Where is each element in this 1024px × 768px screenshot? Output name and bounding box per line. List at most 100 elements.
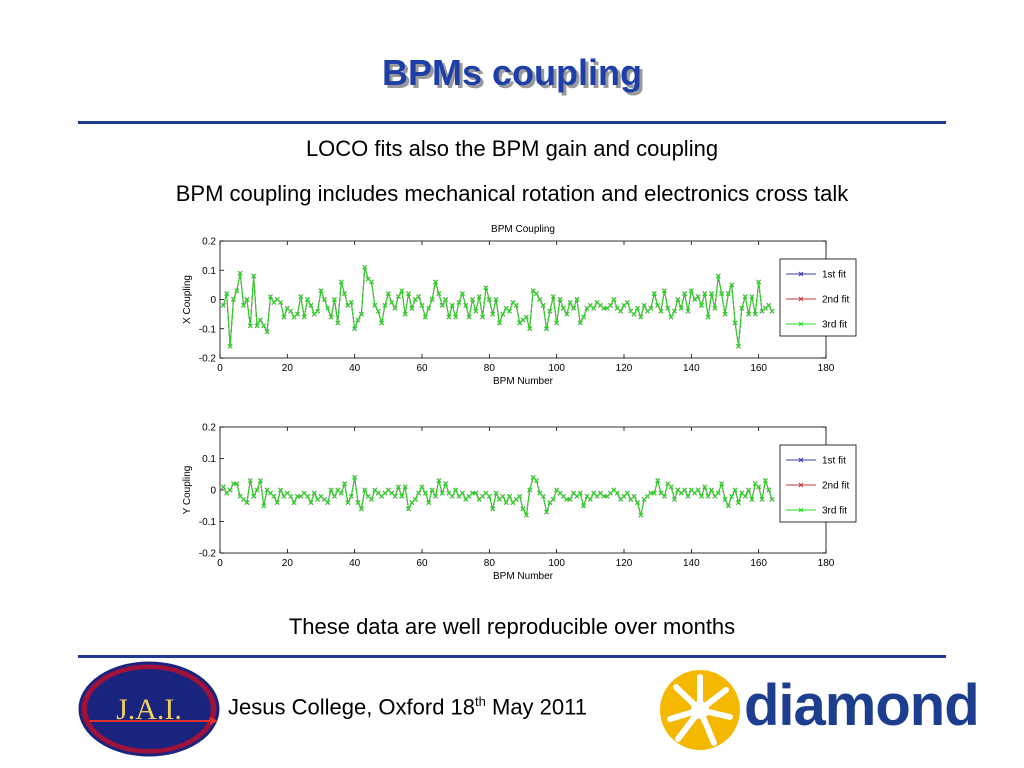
chart2-series-3-point bbox=[742, 493, 748, 499]
chart2-series-3-point bbox=[416, 490, 421, 496]
chart2-series-3-point bbox=[423, 490, 428, 496]
chart1-series-3-point bbox=[480, 314, 485, 320]
chart1-series-3-point bbox=[746, 311, 751, 317]
chart1-series-3-point bbox=[490, 311, 496, 317]
chart2-series-3-point bbox=[251, 493, 257, 499]
chart1-series-3-point bbox=[685, 308, 691, 314]
chart1-series-3-point bbox=[554, 320, 560, 326]
chart1-series-3-point bbox=[251, 273, 257, 279]
bottom-note: These data are well reproducible over mo… bbox=[288, 614, 736, 639]
chart2-series-3-point bbox=[436, 478, 442, 483]
chart1-series-3-point bbox=[742, 294, 748, 299]
chart2-series-3-point bbox=[426, 500, 432, 505]
chart1-xtick-label: 0 bbox=[217, 363, 223, 374]
chart2-ytick-label: 0 bbox=[210, 486, 216, 497]
footer-post: May 2011 bbox=[485, 694, 587, 720]
chart2-series-3-point bbox=[682, 487, 687, 493]
chart1-plot-area bbox=[219, 240, 827, 359]
chart2-series-3-point bbox=[439, 490, 445, 496]
chart1-series-3-point bbox=[665, 305, 671, 311]
chart2-series-3-point bbox=[244, 500, 250, 505]
chart2-series-3-point bbox=[517, 493, 522, 499]
chart1-series-3-point bbox=[379, 320, 384, 326]
chart1-series-3-point bbox=[268, 294, 273, 299]
chart1-series-3-point bbox=[460, 291, 465, 297]
chart2-series-3-point bbox=[443, 481, 448, 487]
chart1-series-3-point bbox=[308, 302, 314, 308]
chart2-plot-area bbox=[219, 426, 827, 554]
chart1-series-3-point bbox=[433, 279, 438, 285]
chart2-series-3-point bbox=[709, 487, 714, 493]
chart1-series-3-point bbox=[288, 308, 294, 314]
chart1-title: BPM Coupling bbox=[491, 224, 555, 235]
chart1-series-3-point bbox=[359, 311, 364, 317]
chart1-series-3-point bbox=[244, 297, 250, 302]
chart1-series-3-point bbox=[591, 305, 597, 311]
chart1-series-3-point bbox=[264, 329, 270, 335]
chart2-series-3-point bbox=[614, 490, 620, 496]
chart1-series-3-point bbox=[749, 294, 755, 299]
chart1-series-3-point bbox=[736, 343, 741, 349]
chart2-xtick-label: 20 bbox=[282, 558, 294, 569]
chart1-series-3-point bbox=[389, 300, 395, 305]
chart1-series-3-point bbox=[722, 311, 728, 317]
chart1-series-3-point bbox=[635, 305, 640, 311]
chart1-series-3-point bbox=[473, 308, 479, 314]
chart2-legend-label-1: 1st fit bbox=[822, 456, 846, 467]
chart1-series-3-point bbox=[453, 314, 459, 320]
chart1-xtick-label: 20 bbox=[282, 363, 294, 374]
chart1-series-3-point bbox=[325, 305, 331, 311]
chart2-series-3-point bbox=[695, 487, 701, 493]
chart1-series-3-point bbox=[261, 323, 267, 329]
chart2-series-3-point bbox=[702, 484, 708, 490]
chart1-series-3-point bbox=[305, 297, 310, 302]
chart1-series-3-point bbox=[497, 320, 502, 326]
chart1-series-3-point bbox=[766, 302, 772, 308]
chart1-series-3-point bbox=[372, 302, 378, 308]
chart2-series-3-point bbox=[672, 497, 677, 502]
chart1-series-3-point bbox=[540, 302, 546, 308]
chart2-series-3-point bbox=[406, 506, 411, 512]
chart1-series-3-point bbox=[682, 291, 687, 297]
chart2-series-3-point bbox=[348, 493, 354, 499]
chart1-series-3-point bbox=[608, 302, 613, 308]
chart2-series-3-point bbox=[328, 487, 334, 493]
chart2-series-3-point bbox=[352, 475, 358, 480]
chart2-series-3-point bbox=[769, 497, 775, 502]
chart1-series-3-point bbox=[409, 305, 415, 311]
chart1-ytick-label: 0 bbox=[210, 295, 216, 306]
chart1-ytick-label: -0.2 bbox=[199, 354, 217, 365]
chart2-series-3-point bbox=[234, 481, 240, 487]
chart2-xtick-label: 140 bbox=[683, 558, 700, 569]
chart1-series-3-point bbox=[332, 297, 337, 302]
chart1-series-3-point bbox=[567, 300, 573, 305]
chart2-series-3-point bbox=[651, 490, 657, 496]
chart2-ytick-label: -0.1 bbox=[199, 517, 217, 528]
chart1-series-3-point bbox=[672, 308, 677, 314]
chart1-legend bbox=[779, 258, 857, 337]
chart2-series-3-point bbox=[625, 490, 630, 496]
chart1-series-3-point bbox=[675, 297, 681, 302]
chart1-series-3-point bbox=[254, 323, 260, 329]
chart2-series-3-point bbox=[534, 478, 539, 483]
chart2-series-3-point bbox=[291, 500, 297, 505]
chart1-series-3-point bbox=[688, 288, 694, 294]
chart2-series-3-point bbox=[362, 487, 368, 493]
chart1-legend-label-3: 3rd fit bbox=[822, 320, 847, 331]
chart2-xtick-label: 160 bbox=[750, 558, 767, 569]
subtitle-line-2: BPM coupling includes mechanical rotatio… bbox=[175, 181, 849, 206]
bottom-rule bbox=[78, 655, 946, 658]
chart2-series-3-point bbox=[729, 493, 735, 499]
chart2-series-3-point bbox=[396, 484, 401, 490]
chart2-legend-label-3: 3rd fit bbox=[822, 506, 847, 517]
chart1-series-3-point bbox=[756, 279, 762, 285]
chart2-series-3-point bbox=[338, 490, 344, 496]
chart2-series-3-point bbox=[493, 490, 499, 496]
chart2-ytick-label: 0.1 bbox=[202, 454, 216, 465]
chart1-series-3-point bbox=[493, 297, 499, 302]
chart1-series-3-point bbox=[402, 311, 408, 317]
chart1-series-3-point bbox=[631, 311, 637, 317]
chart1-series-3-point bbox=[483, 285, 489, 291]
chart2-series-3-point bbox=[325, 500, 331, 505]
chart1-series-3-point bbox=[335, 320, 341, 326]
